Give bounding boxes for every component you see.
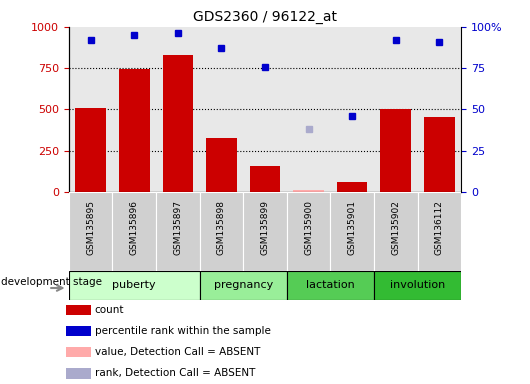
Bar: [75, 108, 106, 192]
Text: percentile rank within the sample: percentile rank within the sample: [94, 326, 270, 336]
Text: lactation: lactation: [306, 280, 355, 290]
Bar: [418, 192, 461, 271]
Bar: [374, 192, 418, 271]
Bar: [200, 192, 243, 271]
Text: development stage: development stage: [2, 277, 102, 287]
Bar: [381, 109, 411, 192]
Bar: [200, 271, 287, 300]
Bar: [66, 368, 91, 379]
Bar: [112, 192, 156, 271]
Bar: [156, 192, 200, 271]
Text: GSM135895: GSM135895: [86, 200, 95, 255]
Bar: [287, 271, 374, 300]
Text: GSM135901: GSM135901: [348, 200, 357, 255]
Text: rank, Detection Call = ABSENT: rank, Detection Call = ABSENT: [94, 368, 255, 379]
Bar: [206, 137, 237, 192]
Bar: [293, 190, 324, 192]
Bar: [119, 69, 149, 192]
Text: GSM135897: GSM135897: [173, 200, 182, 255]
Bar: [66, 305, 91, 315]
Title: GDS2360 / 96122_at: GDS2360 / 96122_at: [193, 10, 337, 25]
Text: GSM135896: GSM135896: [130, 200, 139, 255]
Text: value, Detection Call = ABSENT: value, Detection Call = ABSENT: [94, 347, 260, 358]
Bar: [337, 182, 367, 192]
Text: involution: involution: [390, 280, 445, 290]
Bar: [243, 192, 287, 271]
Text: count: count: [94, 305, 124, 315]
Bar: [69, 271, 200, 300]
Bar: [66, 347, 91, 358]
Bar: [374, 271, 461, 300]
Bar: [69, 192, 112, 271]
Bar: [163, 55, 193, 192]
Bar: [424, 117, 455, 192]
Text: GSM135899: GSM135899: [261, 200, 269, 255]
Text: GSM135902: GSM135902: [391, 200, 400, 255]
Bar: [330, 192, 374, 271]
Text: pregnancy: pregnancy: [214, 280, 273, 290]
Text: GSM135898: GSM135898: [217, 200, 226, 255]
Bar: [250, 166, 280, 192]
Text: GSM136112: GSM136112: [435, 200, 444, 255]
Text: puberty: puberty: [112, 280, 156, 290]
Bar: [287, 192, 330, 271]
Bar: [66, 326, 91, 336]
Text: GSM135900: GSM135900: [304, 200, 313, 255]
